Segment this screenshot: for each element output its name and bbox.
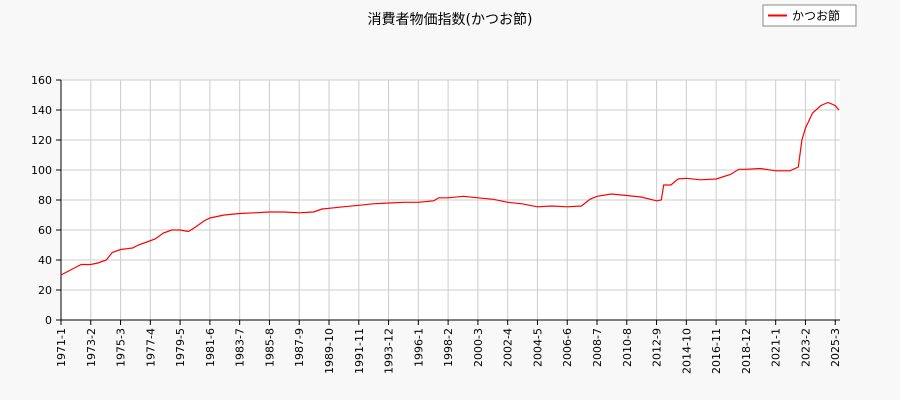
y-tick-label: 80 xyxy=(38,194,52,207)
y-tick-label: 140 xyxy=(31,104,52,117)
plot-area: 1971-1 1973-2 1975-3 1977-4 1979-5 1981-6 1983… xyxy=(31,74,842,374)
x-tick-label: 2006-6 xyxy=(561,328,574,367)
x-tick-label: 1996-1 xyxy=(412,328,425,367)
x-tick-label: 2025-3 xyxy=(829,328,842,367)
x-tick-label: 2000-3 xyxy=(472,328,485,367)
y-tick-label: 40 xyxy=(38,254,52,267)
x-tick-label: 2021-1 xyxy=(770,328,783,367)
y-tick-label: 160 xyxy=(31,74,52,87)
y-tick-label: 120 xyxy=(31,134,52,147)
x-tick-label: 2018-12 xyxy=(740,328,753,374)
x-tick-label: 2002-4 xyxy=(502,328,515,367)
x-tick-label: 1998-2 xyxy=(442,328,455,367)
x-tick-label: 2023-2 xyxy=(799,328,812,367)
x-tick-label: 1983-7 xyxy=(234,328,247,367)
x-tick-label: 1985-8 xyxy=(263,328,276,367)
legend: かつお節 xyxy=(762,4,857,27)
legend-box xyxy=(762,4,857,27)
x-tick-label: 1975-3 xyxy=(115,328,128,367)
series-line xyxy=(60,101,840,276)
x-tick-label: 1971-1 xyxy=(55,328,68,367)
legend-label: かつお節 xyxy=(792,8,840,23)
chart-title: 消費者物価指数(かつお節) xyxy=(368,11,533,28)
x-tick-label: 1987-9 xyxy=(293,328,306,367)
y-tick-label: 60 xyxy=(38,224,52,237)
x-tick-label: 1991-11 xyxy=(353,328,366,374)
x-tick-label: 1989-10 xyxy=(323,328,336,374)
y-tick-label: 20 xyxy=(38,284,52,297)
x-tick-label: 2004-5 xyxy=(531,328,544,367)
y-tick-label: 0 xyxy=(45,314,52,327)
x-tick-label: 2014-10 xyxy=(680,328,693,374)
x-tick-label: 1977-4 xyxy=(144,328,157,367)
y-tick-label: 100 xyxy=(31,164,52,177)
x-tick-label: 1973-2 xyxy=(85,328,98,367)
x-tick-label: 1979-5 xyxy=(174,328,187,367)
x-tick-label: 2016-11 xyxy=(710,328,723,374)
x-tick-label: 2008-7 xyxy=(591,328,604,367)
x-tick-label: 1981-6 xyxy=(204,328,217,367)
x-tick-label: 1993-12 xyxy=(383,328,396,374)
x-tick-label: 2012-9 xyxy=(651,328,664,367)
x-tick-label: 2010-8 xyxy=(621,328,634,367)
